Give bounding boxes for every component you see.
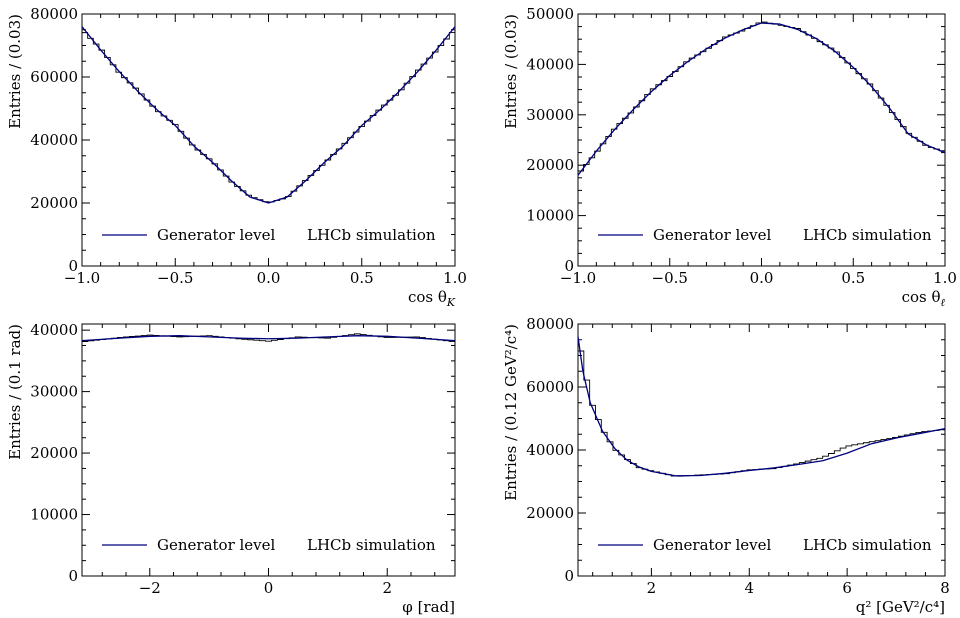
series-line-generator-level [81, 26, 456, 204]
lhcb-annotation: LHCb simulation [803, 536, 932, 554]
y-tick-label: 40000 [526, 441, 574, 459]
series-line-generator-level [577, 336, 946, 477]
histogram-steps [82, 333, 455, 342]
y-tick-label: 60000 [526, 378, 574, 396]
y-axis-label: Entries / (0.03) [6, 14, 24, 129]
x-axis-label: cos θℓ [902, 288, 946, 309]
y-tick-label: 10000 [30, 506, 78, 524]
lhcb-annotation: LHCb simulation [307, 226, 436, 244]
x-tick-label: 6 [842, 579, 852, 597]
legend-entry: Generator level [157, 226, 276, 244]
legend-entry: Generator level [157, 536, 276, 554]
x-tick-label: 0.0 [750, 269, 774, 287]
y-tick-label: 20000 [526, 504, 574, 522]
x-tick-label: −1.0 [560, 269, 596, 287]
x-tick-label: 0.5 [350, 269, 374, 287]
y-tick-label: 30000 [526, 106, 574, 124]
histogram-steps [82, 31, 455, 203]
histogram-steps [578, 350, 945, 477]
y-tick-label: 20000 [526, 156, 574, 174]
y-tick-label: 30000 [30, 383, 78, 401]
x-axis-label: cos θK [408, 288, 456, 309]
panel-q2: 2 4 6 8 0 20000 40000 60000 80000 q² [GeV²/c⁴] Ent… [502, 315, 950, 616]
series-line-generator-level [577, 22, 946, 176]
series-line-generator-level [82, 335, 455, 342]
x-tick-label: 4 [744, 579, 754, 597]
y-tick-label: 0 [68, 257, 78, 275]
y-tick-label: 0 [564, 567, 574, 585]
y-tick-label: 20000 [30, 194, 78, 212]
y-tick-label: 10000 [526, 207, 574, 225]
y-tick-label: 60000 [30, 68, 78, 86]
x-tick-label: 1.0 [443, 269, 467, 287]
x-axis-label: φ [rad] [402, 598, 455, 616]
y-tick-label: 40000 [30, 321, 78, 339]
x-tick-label: 2 [647, 579, 657, 597]
x-axis-label: q² [GeV²/c⁴] [856, 598, 945, 616]
y-tick-label: 0 [564, 257, 574, 275]
x-tick-label: 0.0 [257, 269, 281, 287]
lhcb-annotation: LHCb simulation [803, 226, 932, 244]
lhcb-annotation: LHCb simulation [307, 536, 436, 554]
y-tick-label: 40000 [30, 131, 78, 149]
y-tick-label: 40000 [526, 55, 574, 73]
x-tick-label: 2 [382, 579, 392, 597]
panel-costhetaK: −1.0 −0.5 0.0 0.5 1.0 0 20000 40000 60000 80000 co… [6, 5, 467, 309]
x-tick-label: 0.5 [841, 269, 865, 287]
y-tick-label: 0 [68, 567, 78, 585]
y-axis-label: Entries / (0.1 rad) [6, 324, 24, 460]
y-tick-label: 50000 [526, 5, 574, 23]
y-tick-label: 80000 [30, 5, 78, 23]
panel-phi: −2 0 2 0 10000 20000 30000 40000 φ [rad] Entries … [6, 321, 456, 616]
y-tick-label: 80000 [526, 315, 574, 333]
x-tick-label: 8 [940, 579, 950, 597]
panel-costhetal: −1.0 −0.5 0.0 0.5 1.0 0 10000 20000 30000 40000 50… [502, 5, 957, 309]
y-axis-label: Entries / (0.03) [502, 14, 520, 129]
x-tick-label: −0.5 [157, 269, 193, 287]
y-axis-label: Entries / (0.12 GeV²/c⁴) [502, 324, 520, 501]
x-tick-label: −1.0 [64, 269, 100, 287]
y-tick-label: 20000 [30, 444, 78, 462]
x-tick-label: 0 [264, 579, 274, 597]
legend-entry: Generator level [653, 226, 772, 244]
x-tick-label: −0.5 [652, 269, 688, 287]
x-tick-label: −2 [139, 579, 161, 597]
histogram-steps [578, 21, 945, 172]
x-tick-label: 1.0 [933, 269, 957, 287]
legend-entry: Generator level [653, 536, 772, 554]
